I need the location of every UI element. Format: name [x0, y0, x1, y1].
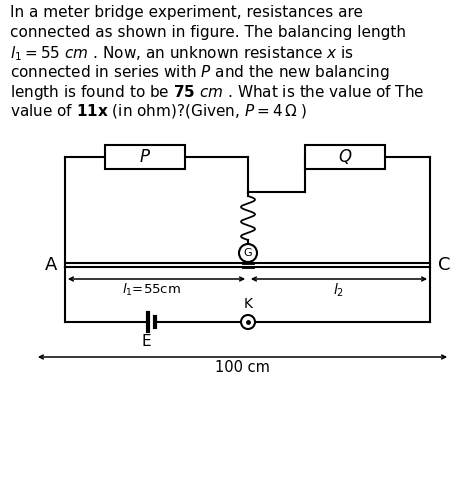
Text: G: G	[244, 248, 252, 258]
Text: value of $\mathbf{11x}$ (in ohm)?(Given, $P = 4\,\Omega$ ): value of $\mathbf{11x}$ (in ohm)?(Given,…	[10, 102, 308, 120]
Text: C: C	[438, 256, 450, 274]
Text: A: A	[45, 256, 57, 274]
Text: length is found to be $\mathbf{75}\ \mathit{cm}$ . What is the value of The: length is found to be $\mathbf{75}\ \mat…	[10, 83, 425, 102]
Text: $l_1$=55cm: $l_1$=55cm	[122, 282, 181, 298]
Circle shape	[239, 244, 257, 262]
Bar	[305, 145, 385, 169]
Text: Q: Q	[338, 148, 352, 166]
Text: E: E	[141, 334, 151, 349]
Text: connected in series with $P$ and the new balancing: connected in series with $P$ and the new…	[10, 63, 390, 82]
Text: $l_2$: $l_2$	[334, 282, 345, 300]
Text: $l_1 = 55\ \mathit{cm}$ . Now, an unknown resistance $x$ is: $l_1 = 55\ \mathit{cm}$ . Now, an unknow…	[10, 44, 354, 63]
Text: connected as shown in figure. The balancing length: connected as shown in figure. The balanc…	[10, 24, 406, 39]
Bar	[105, 145, 185, 169]
Text: P: P	[140, 148, 150, 166]
Circle shape	[241, 315, 255, 329]
Text: In a meter bridge experiment, resistances are: In a meter bridge experiment, resistance…	[10, 5, 363, 20]
Text: K: K	[244, 297, 253, 311]
Text: 100 cm: 100 cm	[215, 360, 270, 375]
